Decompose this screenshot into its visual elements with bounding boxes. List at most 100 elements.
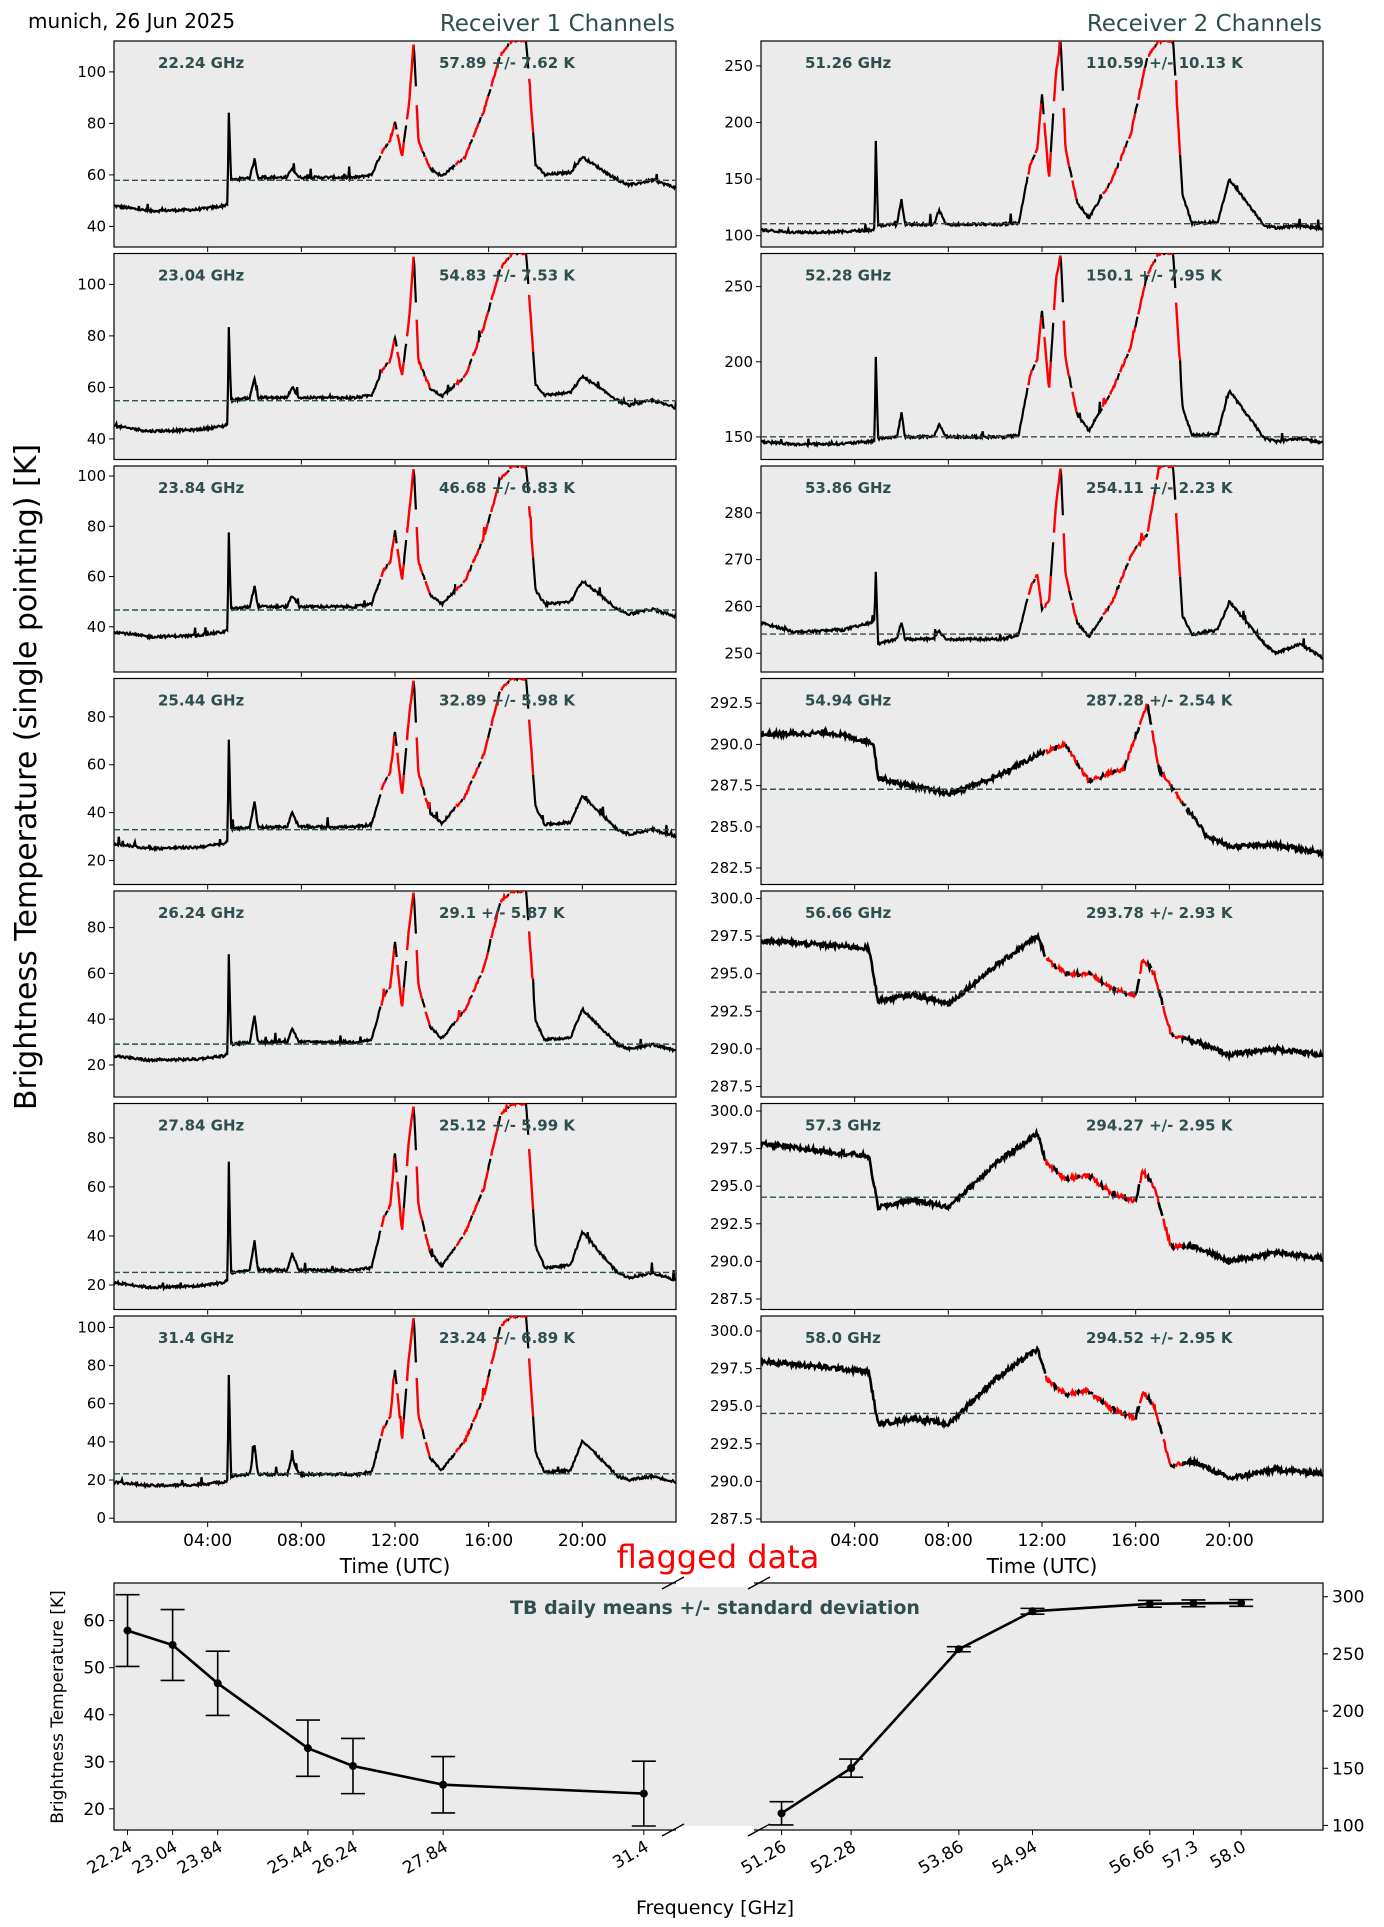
- axis-break-mark: [747, 1576, 771, 1590]
- y-tick-label: 20: [87, 1056, 106, 1074]
- y-tick-label: 287.5: [710, 1510, 753, 1528]
- x-tick-label: 20:00: [1205, 1531, 1254, 1551]
- y-tick-label: 290.0: [710, 1472, 753, 1490]
- y-tick-label: 290.0: [710, 1040, 753, 1058]
- series-line-good: [114, 891, 676, 1063]
- y-tick-label: 150: [724, 428, 753, 446]
- y-tick-label: 150: [724, 170, 753, 188]
- frequency-label: 22.24 GHz: [158, 54, 245, 72]
- panel: 20 40 60 80 25.44 GHz 32.89 +/- 5.98 K: [87, 677, 677, 890]
- series-line-flagged: [380, 466, 535, 594]
- stats-label: 46.68 +/- 6.83 K: [439, 479, 576, 497]
- frequency-label: 58.0 GHz: [805, 1329, 881, 1347]
- stats-label: 294.52 +/- 2.95 K: [1086, 1329, 1234, 1347]
- series-lines: [114, 1103, 676, 1292]
- stats-label: 57.89 +/- 7.62 K: [439, 54, 576, 72]
- series-line-good: [761, 931, 1323, 1063]
- panel: 150 200 250 52.28 GHz 150.1 +/- 7.95 K: [724, 252, 1324, 465]
- y-tick-label: 20: [87, 1471, 106, 1489]
- receiver2-title: Receiver 2 Channels: [1087, 11, 1322, 37]
- x-tick-label: 23.84: [174, 1837, 226, 1879]
- y-tick-label: 40: [87, 1010, 106, 1028]
- x-tick-label: 25.44: [264, 1837, 316, 1879]
- panel: 40 60 80 100 23.04 GHz 54.83 +/- 7.53 K: [77, 252, 677, 465]
- series-line-flagged: [380, 41, 535, 168]
- x-tick-label: 12:00: [1018, 1531, 1067, 1551]
- y-tick-label: 40: [87, 1227, 106, 1245]
- y-tick-label: 80: [87, 1129, 106, 1147]
- series-lines: [761, 466, 1323, 660]
- receiver1-title: Receiver 1 Channels: [440, 11, 675, 37]
- y-tick-label: 200: [1332, 1702, 1364, 1722]
- stats-label: 254.11 +/- 2.23 K: [1086, 479, 1234, 497]
- y-tick-label: 60: [87, 964, 106, 982]
- y-tick-label: 40: [87, 618, 106, 636]
- y-tick-label: 60: [87, 378, 106, 396]
- mean-point: [303, 1744, 312, 1753]
- y-tick-label: 297.5: [710, 1360, 753, 1378]
- mean-point: [639, 1789, 648, 1798]
- x-axis-label-right: Time (UTC): [986, 1554, 1098, 1578]
- y-tick-label: 292.5: [710, 1002, 753, 1020]
- y-tick-label: 292.5: [710, 694, 753, 712]
- panel: 20 40 60 80 27.84 GHz 25.12 +/- 5.99 K: [87, 1102, 677, 1315]
- mean-point: [1145, 1599, 1154, 1608]
- series-line-good: [114, 678, 676, 853]
- y-tick-label: 200: [724, 113, 753, 131]
- y-tick-label: 287.5: [710, 777, 753, 795]
- y-tick-label: 250: [724, 57, 753, 75]
- mean-point: [123, 1626, 132, 1635]
- panel: 100 150 200 250 51.26 GHz 110.59 +/- 10.13 K: [724, 40, 1324, 252]
- mean-point: [439, 1780, 448, 1789]
- frequency-label: 51.26 GHz: [805, 54, 892, 72]
- y-tick-label: 282.5: [710, 859, 753, 877]
- panel-frame: [760, 252, 1324, 461]
- y-tick-label: 200: [724, 353, 753, 371]
- series-line-good: [761, 41, 1323, 236]
- y-tick-label: 292.5: [710, 1215, 753, 1233]
- y-tick-label: 60: [87, 568, 106, 586]
- y-tick-label: 80: [87, 327, 106, 345]
- x-tick-label: 31.4: [610, 1837, 653, 1873]
- frequency-label: 23.04 GHz: [158, 267, 245, 285]
- x-tick-label: 54.94: [989, 1837, 1041, 1879]
- stats-label: 23.24 +/- 6.89 K: [439, 1329, 576, 1347]
- y-tick-label: 50: [83, 1659, 105, 1679]
- summary-title: TB daily means +/- standard deviation: [510, 1597, 920, 1619]
- series-line-good: [761, 1345, 1323, 1483]
- y-tick-label: 80: [87, 114, 106, 132]
- y-tick-label: 80: [87, 919, 106, 937]
- y-tick-label: 100: [77, 63, 106, 81]
- stats-label: 294.27 +/- 2.95 K: [1086, 1117, 1234, 1135]
- frequency-label: 54.94 GHz: [805, 692, 892, 710]
- panel: 20 40 60 80 26.24 GHz 29.1 +/- 5.87 K: [87, 890, 677, 1102]
- y-tick-label: 100: [77, 275, 106, 293]
- x-tick-label: 04:00: [183, 1531, 232, 1551]
- series-line-good: [114, 466, 676, 641]
- y-tick-label: 250: [724, 644, 753, 662]
- series-lines: [761, 704, 1323, 860]
- series-line-flagged: [1027, 41, 1182, 200]
- y-tick-label: 40: [83, 1706, 105, 1726]
- panel-frame: [113, 465, 677, 673]
- frequency-label: 25.44 GHz: [158, 692, 245, 710]
- x-tick-label: 20:00: [558, 1531, 607, 1551]
- y-tick-label: 40: [87, 430, 106, 448]
- summary-frame: [113, 1582, 1324, 1831]
- series-lines: [114, 1316, 676, 1490]
- x-tick-label: 27.84: [400, 1837, 452, 1879]
- stats-label: 293.78 +/- 2.93 K: [1086, 904, 1234, 922]
- panel-frame: [113, 1102, 677, 1311]
- series-line-flagged: [1027, 253, 1182, 413]
- y-tick-label: 20: [87, 1276, 106, 1294]
- y-tick-label: 0: [96, 1509, 106, 1527]
- time-series-panels: 40 60 80 100 22.24 GHz 57.89 +/- 7.62 K 40 60 80…: [77, 40, 1324, 1551]
- y-tick-label: 40: [87, 1433, 106, 1451]
- series-lines: [114, 466, 676, 641]
- y-tick-label: 292.5: [710, 1435, 753, 1453]
- y-tick-label: 300.0: [710, 890, 753, 908]
- x-tick-label: 16:00: [464, 1531, 513, 1551]
- panel: 287.5 290.0 292.5 295.0 297.5 300.0 56.66 GHz 2…: [710, 890, 1324, 1102]
- axis-break-mark: [747, 1823, 771, 1837]
- panel-frame: [113, 890, 677, 1098]
